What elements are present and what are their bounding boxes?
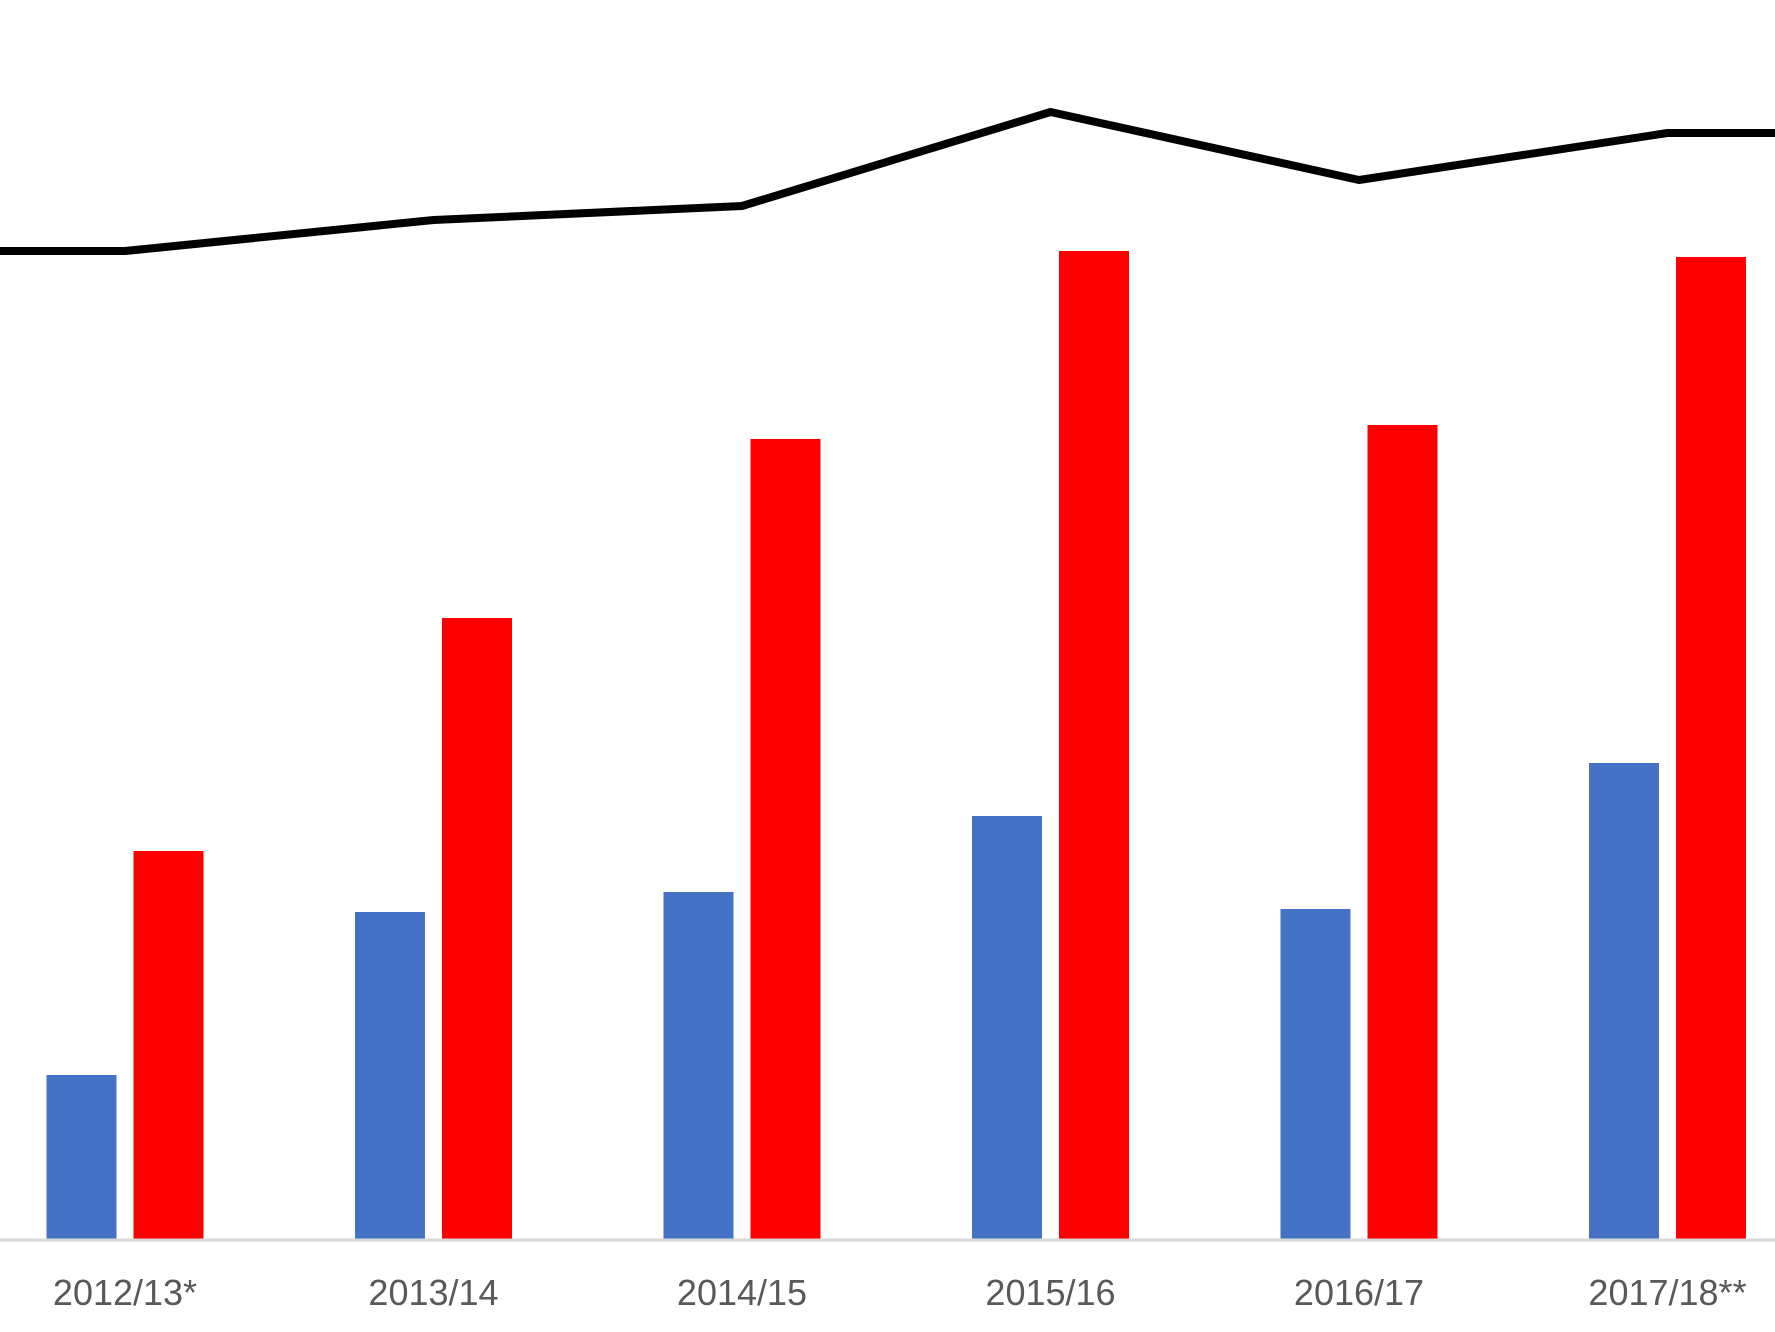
bar-layer [46,251,1746,1240]
x-tick-labels: 2012/13* 2013/14 2014/15 2015/16 2016/17 2017… [53,1272,1747,1313]
bar-series-2-2012/13* [133,851,204,1240]
x-tick-label: 2016/17 [1294,1272,1424,1313]
bar-series-2-2016/17 [1367,425,1438,1240]
x-tick-label: 2012/13* [53,1272,197,1313]
bar-series-1-2012/13* [46,1075,117,1240]
line-layer [0,108,1775,255]
bar-series-2-2015/16 [1059,251,1129,1240]
bar-series-1-2013/14 [355,912,425,1240]
bar-series-1-2014/15 [663,892,734,1240]
bar-series-1-2016/17 [1280,909,1351,1240]
line-series-1 [0,108,1775,255]
bar-series-2-2013/14 [442,618,512,1240]
bar-series-1-2015/16 [972,816,1042,1240]
x-tick-label: 2014/15 [677,1272,807,1313]
bar-series-1-2017/18** [1589,763,1659,1240]
x-tick-label: 2013/14 [368,1272,498,1313]
bar-series-2-2017/18** [1676,257,1746,1240]
bar-series-2-2014/15 [750,439,821,1240]
x-tick-label: 2015/16 [985,1272,1115,1313]
x-tick-label: 2017/18** [1588,1272,1746,1313]
